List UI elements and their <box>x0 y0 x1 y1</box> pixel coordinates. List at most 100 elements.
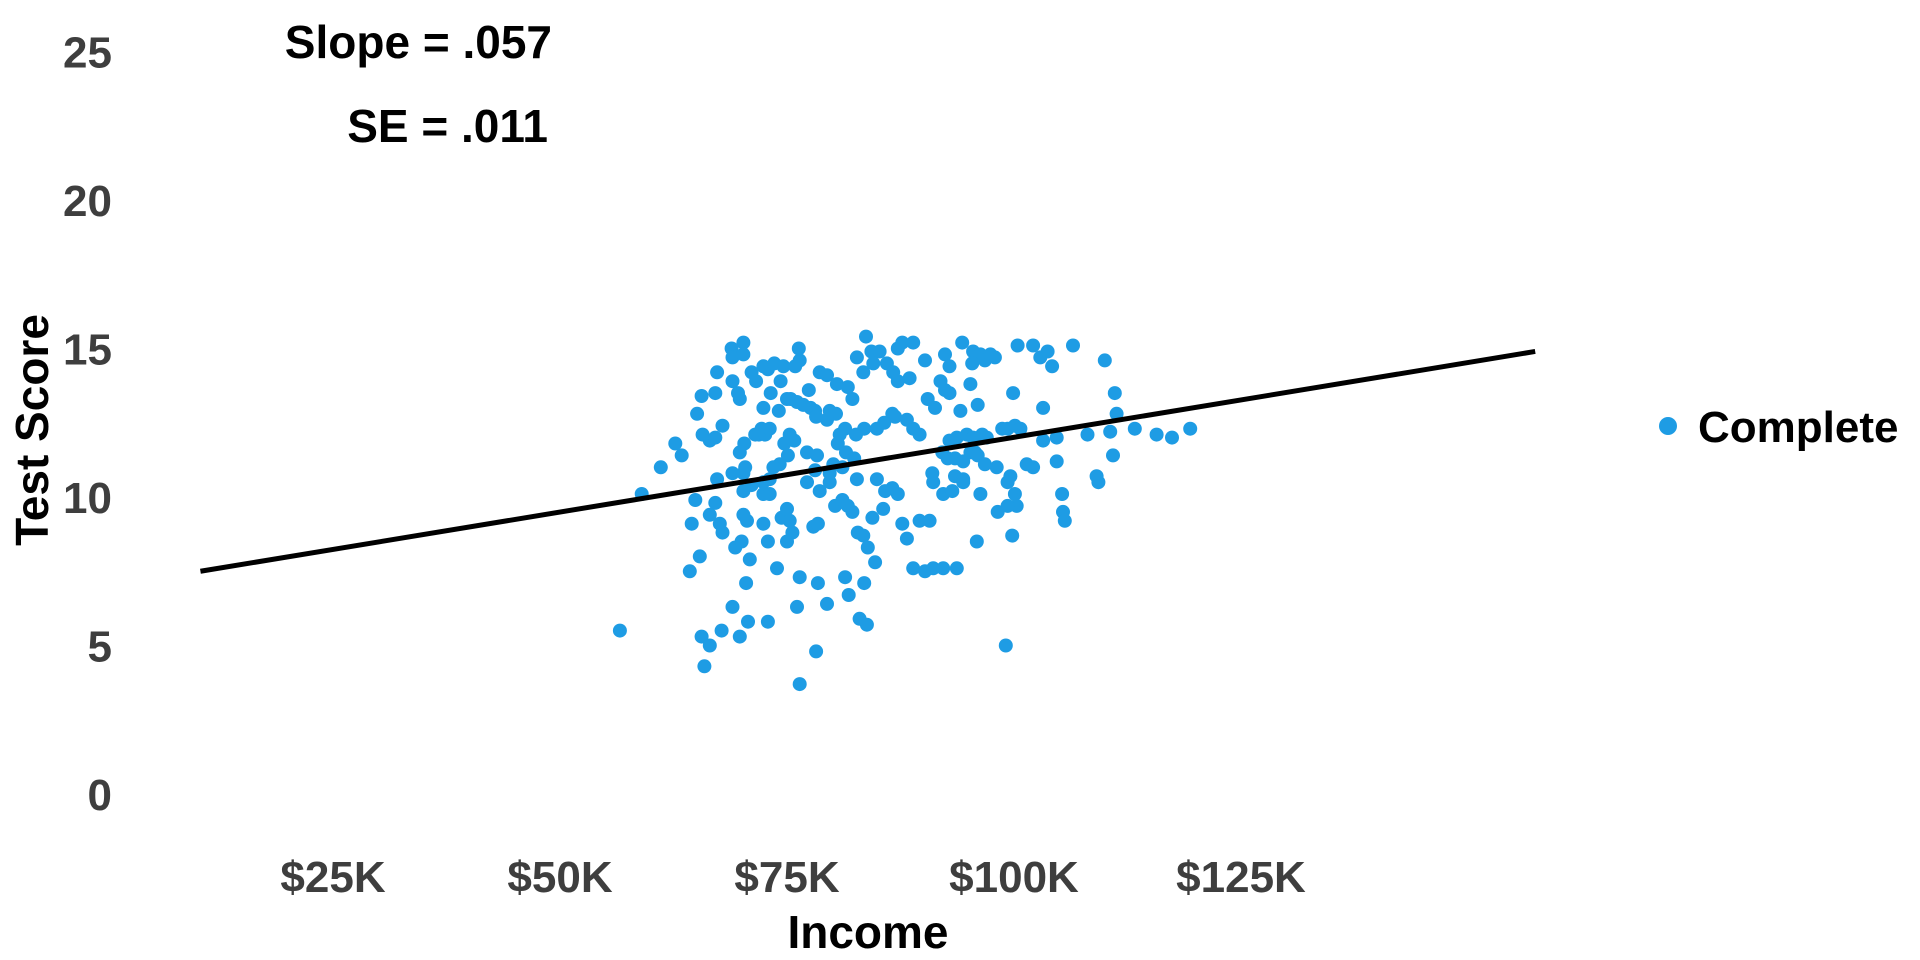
scatter-point <box>829 377 844 392</box>
x-tick-label: $100K <box>949 853 1079 902</box>
scatter-point <box>771 403 786 418</box>
scatter-point <box>888 409 903 424</box>
scatter-point <box>736 347 751 362</box>
scatter-point <box>989 460 1004 475</box>
scatter-point <box>890 374 905 389</box>
scatter-point <box>969 534 984 549</box>
scatter-point <box>1049 454 1064 469</box>
scatter-point <box>1080 427 1095 442</box>
scatter-point <box>922 513 937 528</box>
scatter-point <box>856 365 871 380</box>
scatter-point <box>694 629 709 644</box>
y-axis-title: Test Score <box>6 314 58 546</box>
scatter-point <box>612 623 627 638</box>
scatter-point <box>708 430 723 445</box>
scatter-point <box>780 501 794 516</box>
scatter-point <box>938 347 952 362</box>
legend: Complete <box>1659 403 1898 452</box>
scatter-point <box>872 344 887 359</box>
scatter-point <box>1165 430 1179 445</box>
scatter-point <box>1066 338 1080 353</box>
x-tick-label: $50K <box>507 853 612 902</box>
scatter-point <box>1049 430 1064 445</box>
scatter-point <box>1040 344 1055 359</box>
scatter-point <box>702 507 717 522</box>
scatter-point <box>838 570 853 585</box>
scatter-point <box>973 487 988 501</box>
scatter-point <box>1010 338 1025 353</box>
scatter-point <box>756 516 771 531</box>
scatter-point <box>956 475 971 490</box>
scatter-point <box>876 501 891 516</box>
y-tick-label: 5 <box>88 623 112 672</box>
scatter-point <box>990 504 1005 519</box>
scatter-point <box>1005 528 1020 543</box>
scatter-point <box>860 540 875 555</box>
scatter-point <box>995 421 1010 436</box>
scatter-point <box>902 371 917 386</box>
scatter-point <box>830 436 845 451</box>
legend-marker-icon <box>1659 417 1677 435</box>
scatter-point <box>800 445 814 460</box>
scatter-point <box>1036 400 1051 415</box>
scatter-point <box>760 614 775 629</box>
scatter-point <box>756 400 771 415</box>
scatter-point <box>936 561 951 576</box>
scatter-point <box>809 644 824 659</box>
scatter-point <box>906 335 921 350</box>
scatter-point <box>1127 421 1142 436</box>
annotation-slope: Slope = .057 <box>285 16 552 68</box>
scatter-point <box>849 427 863 442</box>
scatter-point <box>773 374 788 389</box>
scatter-point <box>1026 460 1041 475</box>
scatter-point <box>714 623 729 638</box>
scatter-point <box>782 513 797 528</box>
scatter-point <box>740 513 754 528</box>
x-axis-title: Income <box>787 906 948 958</box>
scatter-point <box>790 599 804 614</box>
scatter-point <box>859 329 873 344</box>
scatter-point <box>868 555 883 570</box>
scatter-point <box>708 386 723 401</box>
scatter-point <box>859 617 874 632</box>
scatter-point <box>725 374 740 389</box>
scatter-point <box>1013 421 1028 436</box>
scatter-point <box>1091 475 1106 490</box>
scatter-point <box>869 472 884 487</box>
scatter-point <box>1007 487 1022 501</box>
scatter-point <box>692 549 707 564</box>
x-tick-label: $125K <box>1176 853 1306 902</box>
scatter-point <box>955 335 970 350</box>
scatter-point <box>762 421 777 436</box>
scatter-point <box>953 403 968 418</box>
legend-label: Complete <box>1698 403 1898 452</box>
scatter-point <box>820 596 834 611</box>
scatter-point <box>725 599 740 614</box>
scatter-point <box>766 460 781 475</box>
scatter-point <box>777 436 792 451</box>
scatter-point <box>702 638 717 653</box>
scatter-point <box>710 365 725 380</box>
scatter-point <box>899 531 914 546</box>
scatter-point <box>741 614 755 629</box>
scatter-point <box>942 359 957 374</box>
scatter-point <box>732 445 747 460</box>
scatter-point <box>810 576 825 591</box>
scatter-point <box>780 448 795 463</box>
scatter-point <box>845 504 860 519</box>
scatter-point <box>674 448 689 463</box>
scatter-point <box>869 421 884 436</box>
regression-line-layer <box>200 349 1536 574</box>
scatter-point <box>1055 487 1070 501</box>
scatter-point <box>918 353 932 368</box>
scatter-point <box>792 677 807 692</box>
scatter-point <box>866 356 881 371</box>
scatter-point <box>1026 338 1041 353</box>
scatter-point <box>800 475 814 490</box>
scatter-point <box>1036 433 1051 448</box>
scatter-point <box>1045 359 1060 374</box>
scatter-point <box>857 576 872 591</box>
y-tick-label: 20 <box>63 177 112 226</box>
scatter-point <box>1149 427 1164 442</box>
